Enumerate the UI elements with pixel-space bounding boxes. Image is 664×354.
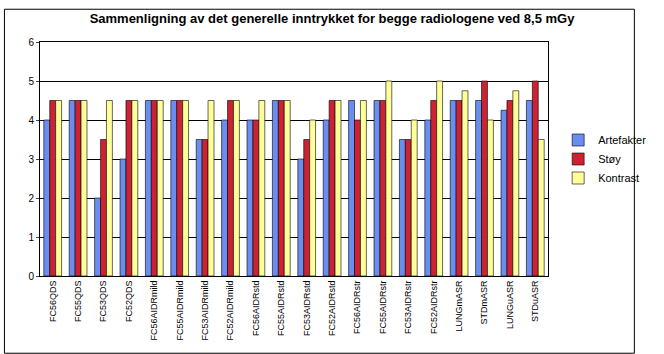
svg-text:2: 2 xyxy=(28,193,34,204)
svg-text:LUNGuASR: LUNGuASR xyxy=(505,280,515,329)
svg-text:FC53AIDRstr: FC53AIDRstr xyxy=(403,281,413,335)
svg-text:FC55AIDRstd: FC55AIDRstd xyxy=(276,281,286,337)
svg-text:FC53AIDRstd: FC53AIDRstd xyxy=(302,281,312,337)
svg-text:3: 3 xyxy=(28,154,34,165)
svg-text:FC52AIDRmild: FC52AIDRmild xyxy=(225,281,235,341)
svg-text:FC52QDS: FC52QDS xyxy=(124,281,134,323)
svg-text:5: 5 xyxy=(28,76,34,87)
svg-text:FC56AIDRstd: FC56AIDRstd xyxy=(251,281,261,337)
svg-text:FC55QDS: FC55QDS xyxy=(73,281,83,323)
svg-text:1: 1 xyxy=(28,232,34,243)
svg-text:4: 4 xyxy=(28,115,34,126)
svg-text:0: 0 xyxy=(28,271,34,282)
svg-text:Artefakter: Artefakter xyxy=(598,134,646,146)
svg-text:FC55AIDRmild: FC55AIDRmild xyxy=(175,281,185,341)
svg-text:Sammenligning av det generelle: Sammenligning av det generelle inntrykke… xyxy=(90,11,576,26)
svg-text:LUNGmASR: LUNGmASR xyxy=(454,280,464,332)
svg-text:Støy: Støy xyxy=(598,153,621,165)
svg-text:FC56AIDRmild: FC56AIDRmild xyxy=(149,281,159,341)
svg-text:STDmASR: STDmASR xyxy=(479,280,489,325)
svg-text:FC53QDS: FC53QDS xyxy=(98,281,108,323)
svg-text:FC53AIDRmild: FC53AIDRmild xyxy=(200,281,210,341)
svg-text:FC52AIDRstd: FC52AIDRstd xyxy=(327,281,337,337)
svg-text:FC56QDS: FC56QDS xyxy=(48,281,58,323)
svg-text:Kontrast: Kontrast xyxy=(598,172,639,184)
svg-text:FC56AIDRstr: FC56AIDRstr xyxy=(352,281,362,335)
svg-text:6: 6 xyxy=(28,37,34,48)
svg-text:STDuASR: STDuASR xyxy=(530,280,540,322)
svg-text:FC52AIDRstr: FC52AIDRstr xyxy=(429,281,439,335)
svg-text:FC55AIDRstr: FC55AIDRstr xyxy=(378,281,388,335)
